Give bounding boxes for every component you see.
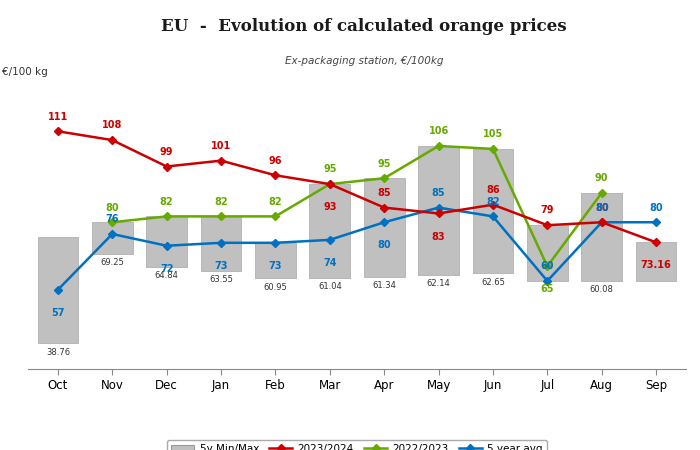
Text: 61.04: 61.04 <box>318 282 342 291</box>
Text: 74: 74 <box>323 258 337 268</box>
Text: 60.08: 60.08 <box>590 285 614 294</box>
Text: €/100 kg: €/100 kg <box>1 68 48 77</box>
Text: 83: 83 <box>432 231 445 242</box>
Text: 95: 95 <box>323 164 337 175</box>
Text: 60: 60 <box>540 261 554 271</box>
Text: EU  -  Evolution of calculated orange prices: EU - Evolution of calculated orange pric… <box>161 18 567 35</box>
Text: 105: 105 <box>483 129 503 139</box>
Bar <box>527 225 568 281</box>
Text: 73: 73 <box>269 261 282 271</box>
Text: 95: 95 <box>377 158 391 168</box>
Text: 93: 93 <box>323 202 337 212</box>
Bar <box>92 222 133 254</box>
Bar <box>146 216 187 267</box>
Text: 60.95: 60.95 <box>264 283 287 292</box>
Text: 80: 80 <box>106 202 119 212</box>
Text: 69.25: 69.25 <box>100 258 124 267</box>
Text: 106: 106 <box>428 126 449 136</box>
Text: 101: 101 <box>211 141 231 151</box>
Text: 96: 96 <box>269 156 282 166</box>
Text: 85: 85 <box>432 188 445 198</box>
Bar <box>581 193 622 281</box>
Text: 63.55: 63.55 <box>209 275 233 284</box>
Bar <box>201 216 241 270</box>
Bar <box>255 243 296 278</box>
Text: 72: 72 <box>160 264 174 274</box>
Text: 86: 86 <box>486 185 500 195</box>
Text: 111: 111 <box>48 112 68 122</box>
Text: 79: 79 <box>540 206 554 216</box>
Text: 80: 80 <box>595 202 608 212</box>
Bar <box>473 149 513 273</box>
Text: 82: 82 <box>160 197 174 207</box>
Text: 76: 76 <box>106 214 119 224</box>
Bar <box>309 184 350 278</box>
Text: 108: 108 <box>102 120 122 130</box>
Text: 62.65: 62.65 <box>481 278 505 287</box>
Text: 82: 82 <box>269 197 282 207</box>
Text: 90: 90 <box>595 173 608 183</box>
Text: 80: 80 <box>595 202 608 212</box>
Text: 61.34: 61.34 <box>372 281 396 290</box>
Text: 82: 82 <box>214 197 228 207</box>
Text: 82: 82 <box>486 197 500 207</box>
Text: 62.14: 62.14 <box>427 279 450 288</box>
Bar <box>418 146 459 274</box>
Text: 38.76: 38.76 <box>46 348 70 357</box>
Text: 85: 85 <box>377 188 391 198</box>
Text: 73.16: 73.16 <box>640 261 671 270</box>
Bar <box>364 178 405 277</box>
Bar <box>636 243 676 281</box>
Text: 64.84: 64.84 <box>155 271 178 280</box>
Text: 99: 99 <box>160 147 174 157</box>
Text: Ex-packaging station, €/100kg: Ex-packaging station, €/100kg <box>285 56 443 66</box>
Bar <box>38 237 78 343</box>
Legend: 5y Min/Max, 2023/2024, 2022/2023, 5 year avg: 5y Min/Max, 2023/2024, 2022/2023, 5 year… <box>167 440 547 450</box>
Text: 65: 65 <box>540 284 554 294</box>
Text: 73: 73 <box>214 261 228 271</box>
Text: 57: 57 <box>51 308 64 318</box>
Text: 80: 80 <box>377 240 391 250</box>
Text: 80: 80 <box>650 202 663 212</box>
